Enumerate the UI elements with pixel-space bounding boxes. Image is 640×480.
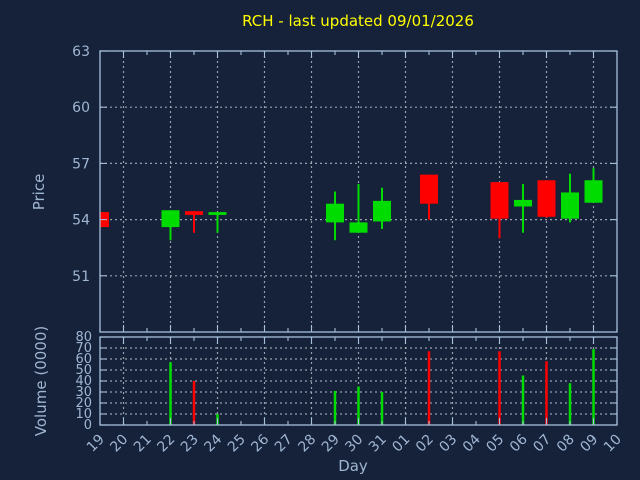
volume-bar-day-29 <box>333 390 337 425</box>
day-tick-label: 30 <box>342 432 366 456</box>
volume-tick-label: 30 <box>75 385 92 400</box>
volume-tick-label: 0 <box>84 418 92 433</box>
day-axis-label: Day <box>338 457 368 475</box>
candle-body-day-05 <box>490 182 509 219</box>
day-tick-label: 19 <box>84 432 108 456</box>
price-tick-label: 54 <box>72 213 90 229</box>
day-tick-label: 27 <box>272 432 296 456</box>
candle-body-day-07 <box>537 180 556 217</box>
price-tick-label: 51 <box>72 269 90 285</box>
price-tick-label: 60 <box>72 100 90 116</box>
volume-bar-day-22 <box>169 362 172 425</box>
volume-bar-day-08 <box>568 383 572 425</box>
candle-body-day-24 <box>208 212 227 215</box>
candle-body-day-23 <box>185 211 203 215</box>
volume-bar-day-31 <box>380 392 384 425</box>
day-tick-label: 04 <box>460 431 484 455</box>
day-tick-label: 20 <box>107 432 131 456</box>
candle-body-day-29 <box>326 203 344 223</box>
volume-bar-day-05 <box>498 351 501 425</box>
day-tick-label: 21 <box>131 432 155 456</box>
volume-tick-label: 80 <box>75 330 92 345</box>
day-tick-label: 22 <box>154 432 178 456</box>
day-tick-label: 24 <box>201 431 225 455</box>
day-tick-label: 02 <box>413 432 437 456</box>
candle-body-day-08 <box>561 192 579 219</box>
day-tick-label: 26 <box>248 431 272 455</box>
candle-body-day-02 <box>420 174 438 204</box>
price-axis-label: Price <box>30 174 48 211</box>
axis-ticks <box>99 50 618 426</box>
day-tick-label: 25 <box>225 432 249 456</box>
day-tick-label: 08 <box>554 432 578 456</box>
volume-tick-label: 60 <box>75 352 92 367</box>
price-tick-label: 63 <box>72 44 90 60</box>
day-tick-label: 29 <box>319 432 343 456</box>
volume-tick-label: 70 <box>75 341 92 356</box>
volume-tick-label: 40 <box>75 374 92 389</box>
day-tick-label: 03 <box>436 432 460 456</box>
volume-bar-day-09 <box>592 349 595 425</box>
day-tick-label: 23 <box>178 432 202 456</box>
candle-body-day-09 <box>584 180 603 203</box>
volume-bar-day-07 <box>545 361 548 425</box>
day-tick-label: 28 <box>295 432 319 456</box>
day-tick-label: 31 <box>366 432 390 456</box>
candle-body-day-22 <box>161 210 180 228</box>
gridlines <box>100 51 617 425</box>
candle-body-day-06 <box>514 199 532 207</box>
day-tick-label: 10 <box>601 432 625 456</box>
day-tick-label: 06 <box>507 431 531 455</box>
volume-series <box>169 349 595 425</box>
day-tick-label: 01 <box>389 432 413 456</box>
volume-bar-day-06 <box>521 375 525 425</box>
volume-axis-label: Volume (0000) <box>32 326 50 436</box>
volume-bar-day-23 <box>192 381 196 425</box>
chart-title: RCH - last updated 09/01/2026 <box>242 12 474 30</box>
volume-tick-label: 50 <box>75 363 92 378</box>
price-tick-label: 57 <box>72 156 90 172</box>
volume-tick-label: 20 <box>75 396 92 411</box>
candlestick-series <box>100 168 603 241</box>
day-tick-label: 05 <box>483 432 507 456</box>
volume-bar-day-30 <box>357 386 360 425</box>
day-tick-label: 09 <box>577 432 601 456</box>
volume-bar-day-02 <box>427 351 431 425</box>
volume-tick-label: 10 <box>75 407 92 422</box>
day-tick-label: 07 <box>530 432 554 456</box>
candle-body-day-30 <box>349 222 368 233</box>
candle-body-day-31 <box>373 200 391 222</box>
